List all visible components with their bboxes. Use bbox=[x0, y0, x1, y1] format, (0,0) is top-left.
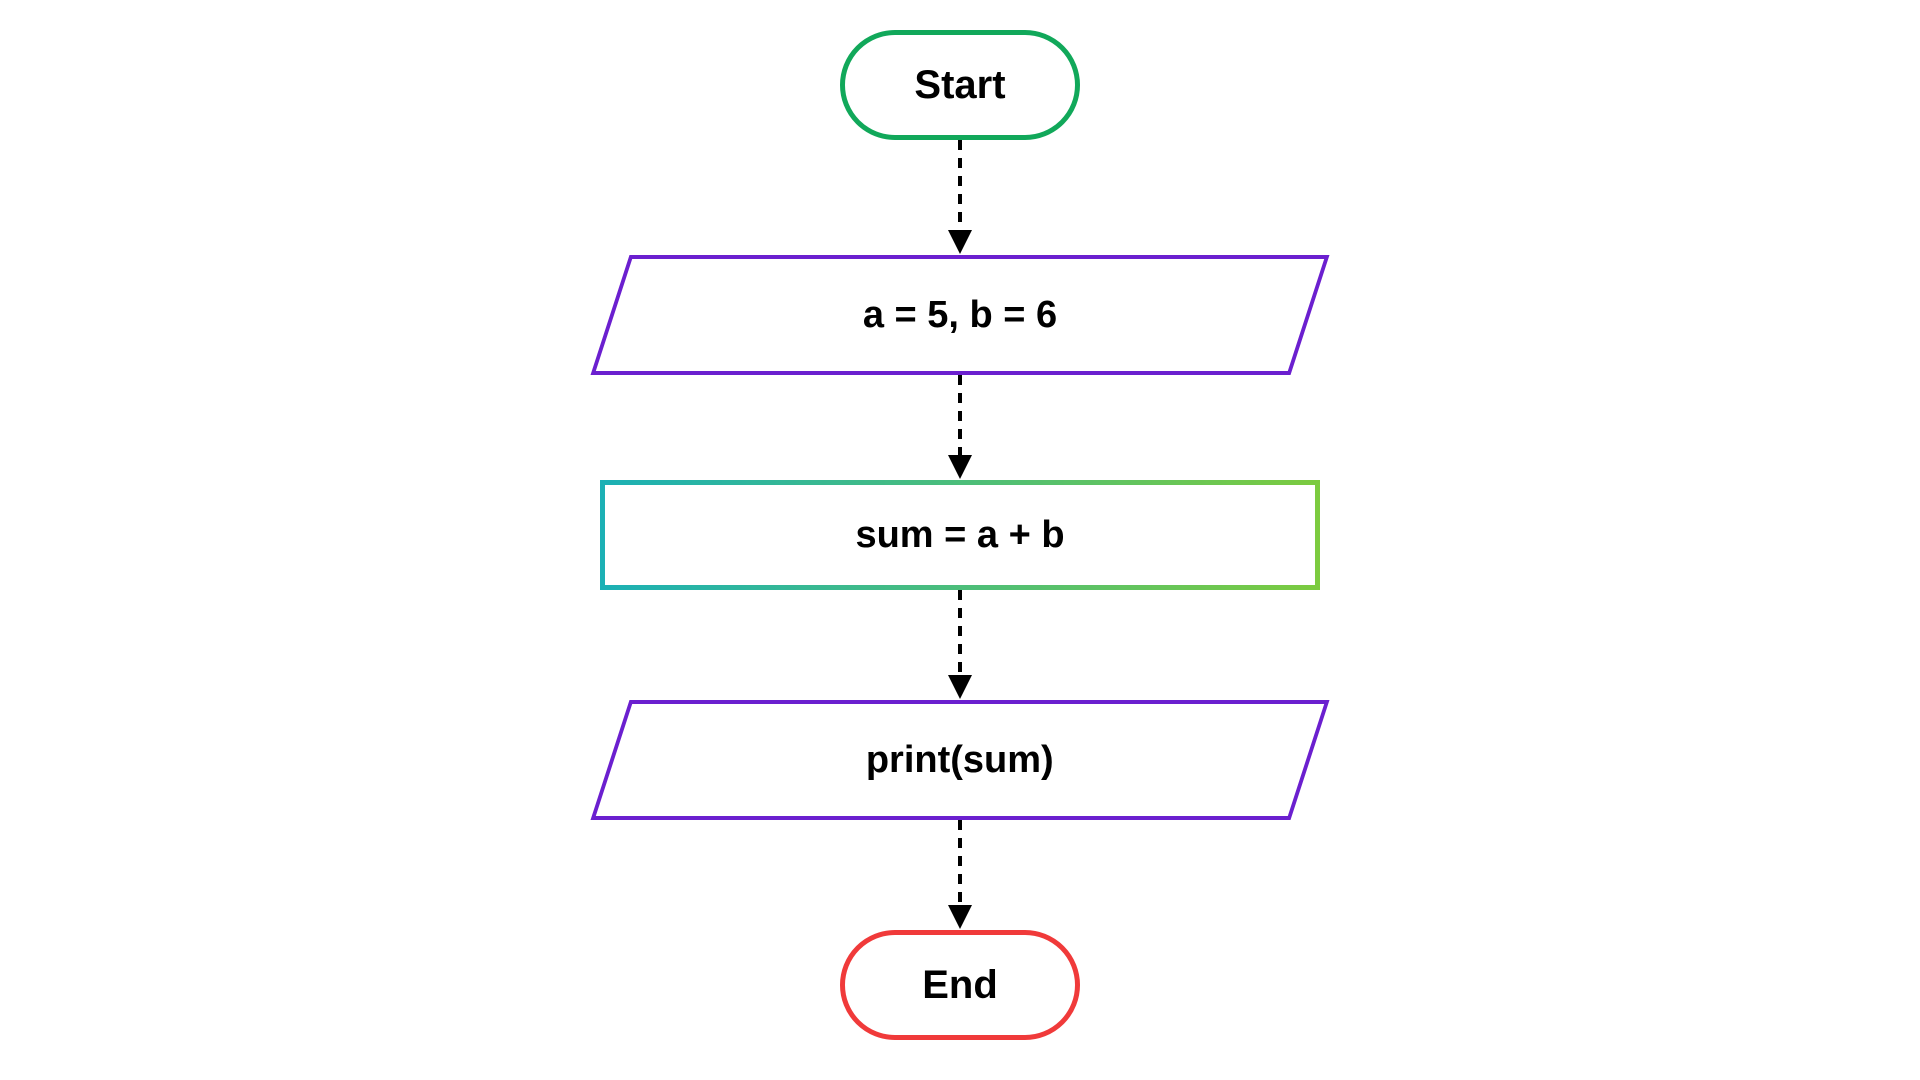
node-label: sum = a + b bbox=[855, 514, 1064, 557]
node-label: End bbox=[922, 963, 998, 1008]
node-label: a = 5, b = 6 bbox=[863, 294, 1057, 337]
node-label: print(sum) bbox=[866, 739, 1054, 782]
flowchart-canvas: Start a = 5, b = 6 sum = a + b print(sum… bbox=[0, 0, 1920, 1080]
flowchart-node-output: print(sum) bbox=[591, 700, 1330, 820]
flowchart-node-start: Start bbox=[840, 30, 1080, 140]
flowchart-node-end: End bbox=[840, 930, 1080, 1040]
flowchart-node-process: sum = a + b bbox=[600, 480, 1320, 590]
node-label: Start bbox=[914, 63, 1005, 108]
flowchart-node-input: a = 5, b = 6 bbox=[591, 255, 1330, 375]
